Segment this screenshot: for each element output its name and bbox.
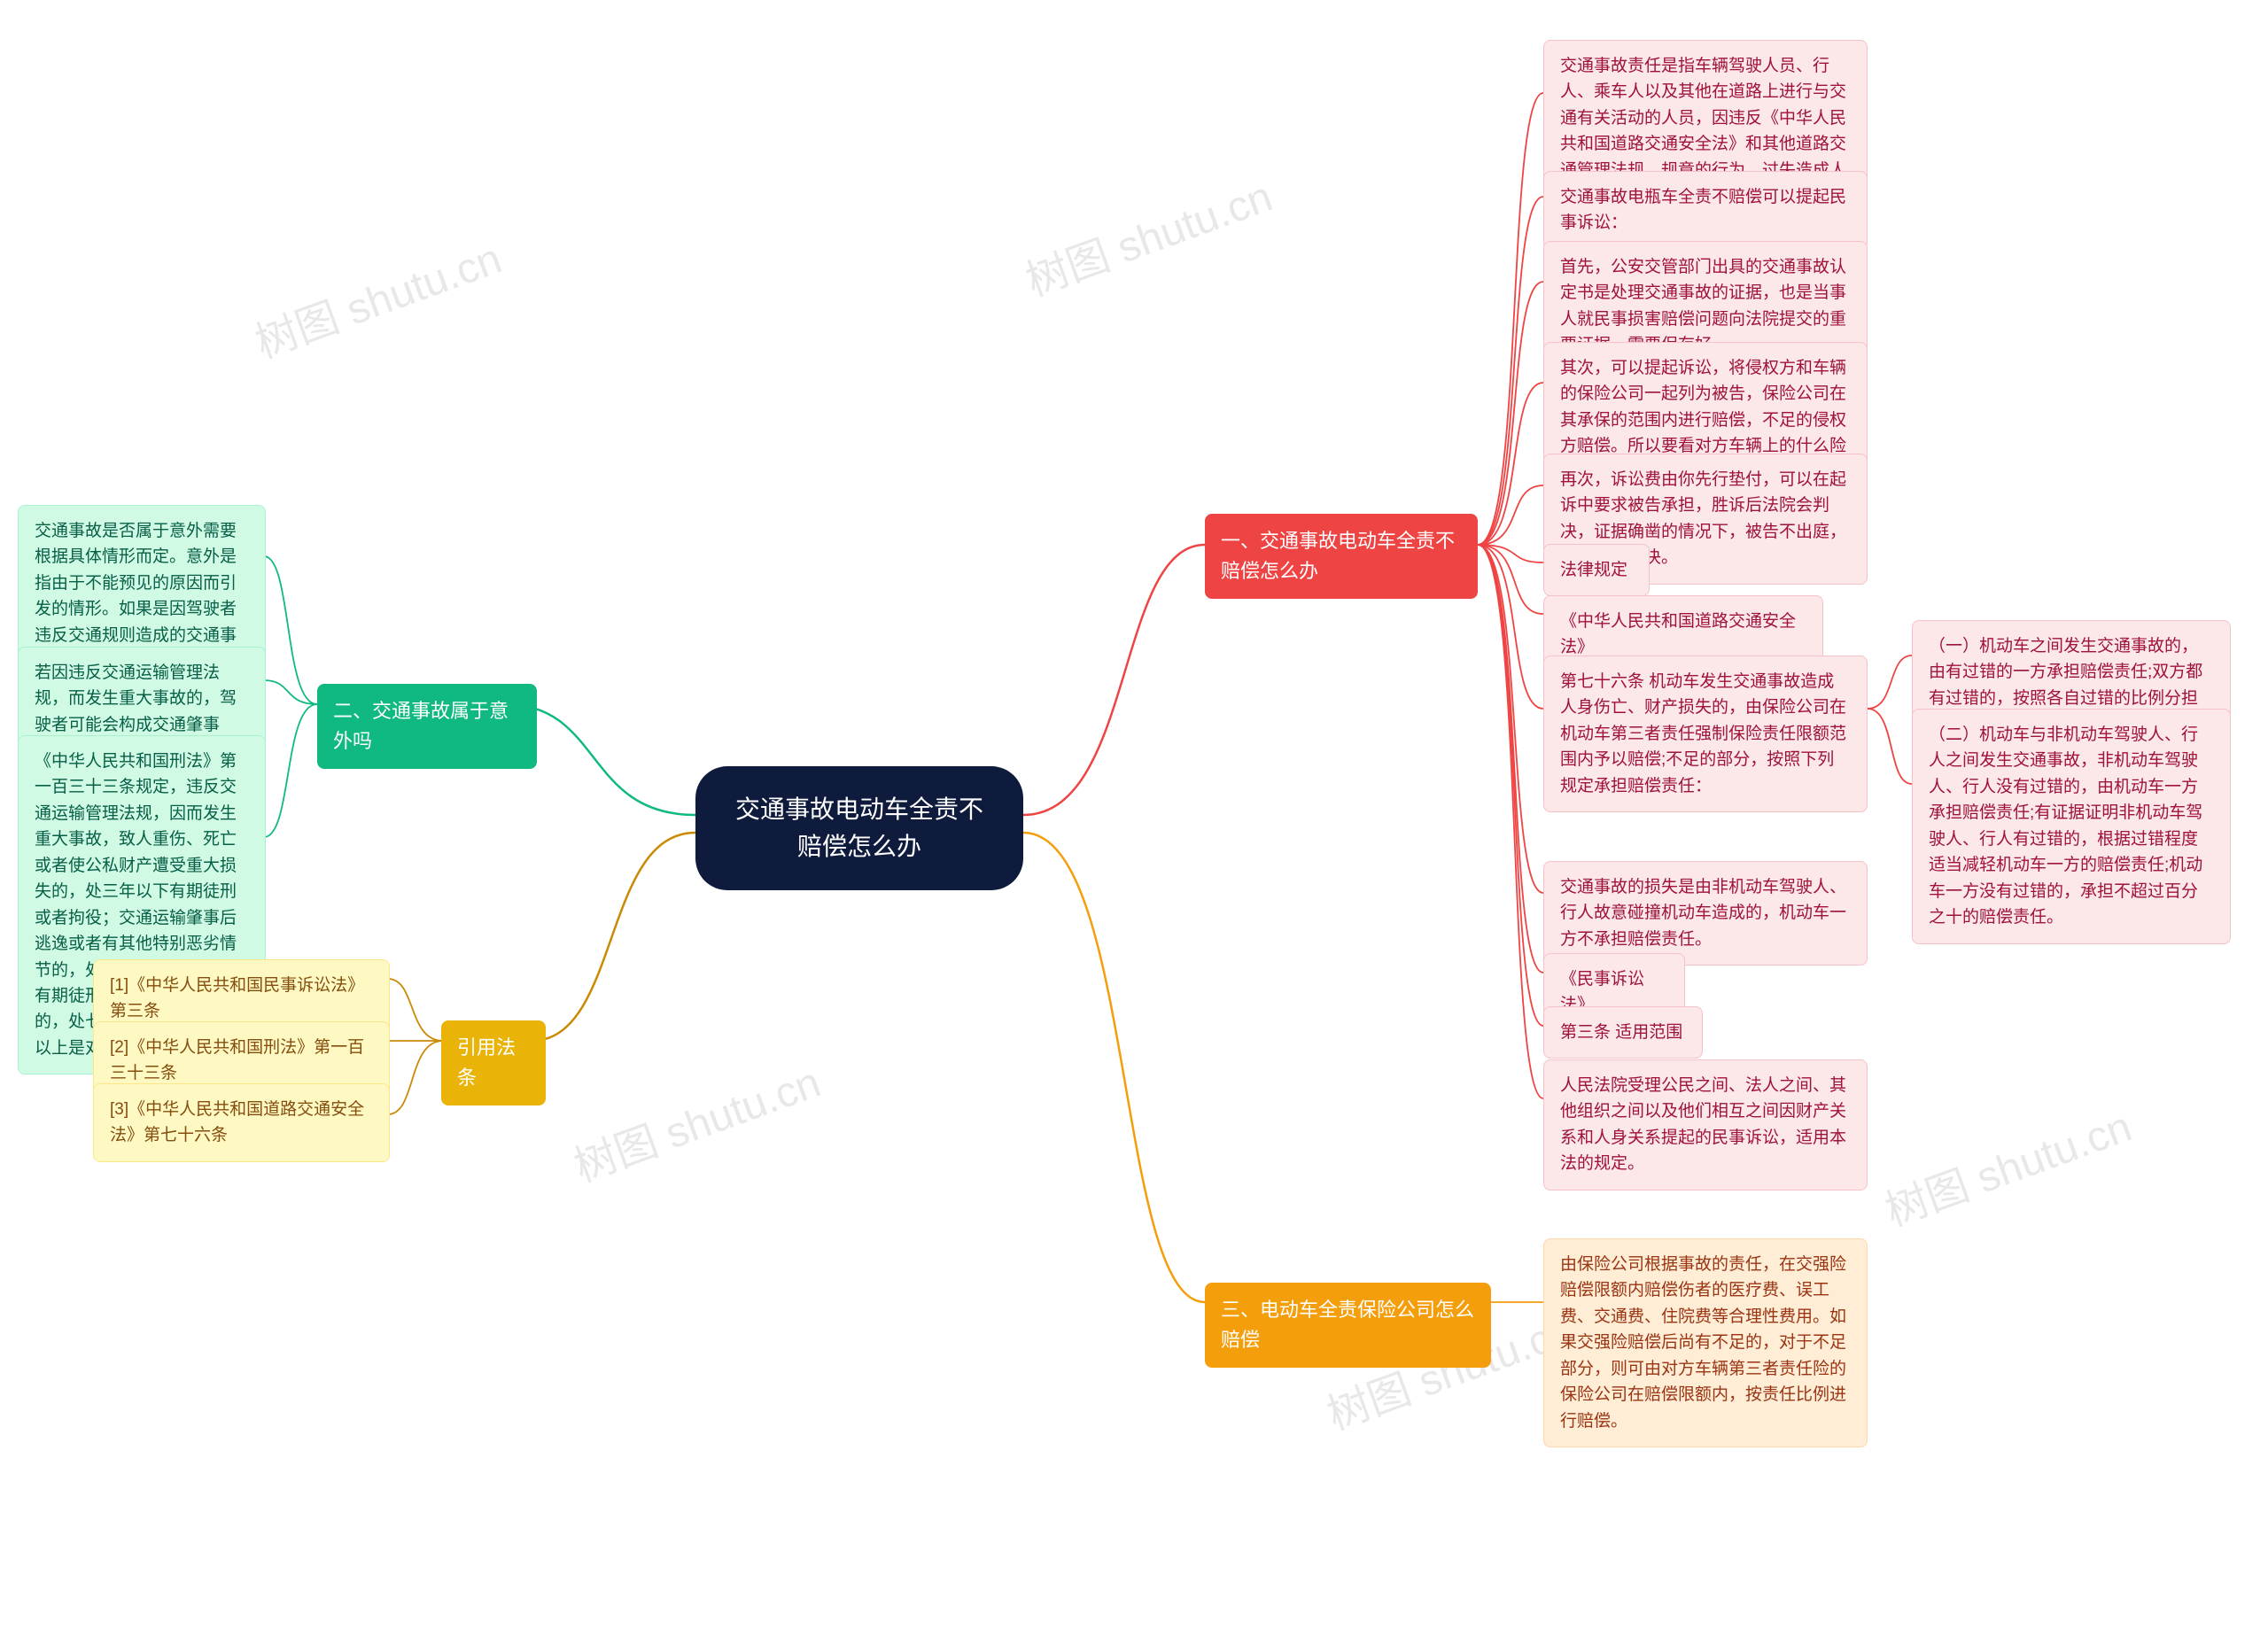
watermark: 树图 shutu.cn (245, 223, 509, 369)
branch1-sub76-1: （二）机动车与非机动车驾驶人、行人之间发生交通事故，非机动车驾驶人、行人没有过错… (1912, 709, 2231, 944)
branch4-leaf-2: [3]《中华人民共和国道路交通安全法》第七十六条 (93, 1083, 390, 1162)
branch1-leaf-11: 人民法院受理公民之间、法人之间、其他组织之间以及他们相互之间因财产关系和人身关系… (1543, 1059, 1868, 1191)
branch1-leaf-1: 交通事故电瓶车全责不赔偿可以提起民事诉讼： (1543, 171, 1868, 250)
branch1-leaf-5: 法律规定 (1543, 544, 1650, 596)
branch-2: 二、交通事故属于意外吗 (317, 684, 537, 769)
watermark: 树图 shutu.cn (1016, 161, 1279, 307)
branch1-leaf-8: 交通事故的损失是由非机动车驾驶人、行人故意碰撞机动车造成的，机动车一方不承担赔偿… (1543, 861, 1868, 966)
root-node: 交通事故电动车全责不赔偿怎么办 (695, 766, 1023, 890)
watermark: 树图 shutu.cn (564, 1047, 827, 1193)
branch3-leaf-0: 由保险公司根据事故的责任，在交强险赔偿限额内赔偿伤者的医疗费、误工费、交通费、住… (1543, 1238, 1868, 1447)
branch-3: 三、电动车全责保险公司怎么赔偿 (1205, 1283, 1491, 1368)
branch1-leaf-7: 第七十六条 机动车发生交通事故造成人身伤亡、财产损失的，由保险公司在机动车第三者… (1543, 655, 1868, 812)
branch-1: 一、交通事故电动车全责不赔偿怎么办 (1205, 514, 1478, 599)
watermark: 树图 shutu.cn (1876, 1091, 2139, 1237)
branch-4: 引用法条 (441, 1020, 546, 1105)
branch1-leaf-10: 第三条 适用范围 (1543, 1006, 1703, 1059)
